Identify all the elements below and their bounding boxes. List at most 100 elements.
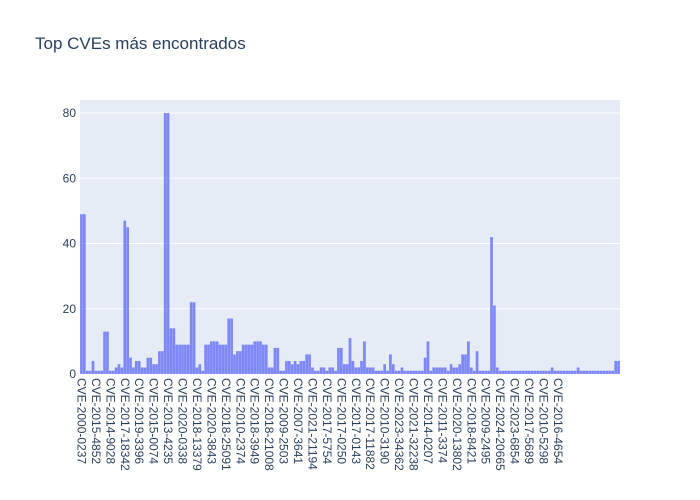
bar[interactable]: [236, 351, 239, 374]
bar[interactable]: [455, 367, 459, 374]
bar[interactable]: [256, 341, 259, 374]
bar[interactable]: [403, 370, 407, 374]
bar[interactable]: [316, 370, 320, 374]
bar[interactable]: [230, 318, 233, 374]
bar[interactable]: [146, 357, 150, 374]
bar[interactable]: [435, 367, 438, 374]
bar[interactable]: [114, 367, 118, 374]
bar[interactable]: [484, 370, 488, 374]
bar[interactable]: [204, 344, 207, 374]
bar[interactable]: [325, 370, 329, 374]
bar[interactable]: [576, 367, 580, 374]
bar[interactable]: [412, 370, 415, 374]
bar[interactable]: [334, 370, 337, 374]
bar[interactable]: [210, 341, 213, 374]
bar[interactable]: [464, 354, 467, 374]
bar[interactable]: [360, 360, 363, 374]
bar[interactable]: [221, 344, 225, 374]
bar[interactable]: [441, 367, 444, 374]
bar[interactable]: [282, 370, 285, 374]
bar[interactable]: [224, 344, 228, 374]
bar[interactable]: [140, 367, 144, 374]
bar[interactable]: [383, 364, 386, 374]
bar[interactable]: [158, 351, 161, 374]
bar[interactable]: [106, 331, 109, 374]
bar[interactable]: [354, 367, 358, 374]
bar[interactable]: [88, 370, 92, 374]
bar[interactable]: [530, 370, 534, 374]
bar[interactable]: [377, 370, 381, 374]
bar[interactable]: [394, 370, 398, 374]
bar[interactable]: [536, 370, 540, 374]
bar[interactable]: [542, 370, 545, 374]
bar[interactable]: [458, 364, 462, 374]
bar[interactable]: [337, 347, 340, 374]
bar[interactable]: [152, 364, 155, 374]
bar[interactable]: [351, 360, 355, 374]
bar[interactable]: [137, 360, 141, 374]
bar[interactable]: [290, 364, 294, 374]
bar[interactable]: [420, 370, 424, 374]
bar[interactable]: [443, 367, 447, 374]
bar[interactable]: [94, 370, 98, 374]
bar[interactable]: [429, 370, 433, 374]
bar[interactable]: [91, 360, 95, 374]
bar[interactable]: [611, 370, 615, 374]
bar[interactable]: [319, 367, 323, 374]
bar[interactable]: [85, 370, 89, 374]
bar[interactable]: [299, 360, 303, 374]
bar[interactable]: [409, 370, 412, 374]
bar[interactable]: [181, 344, 184, 374]
bar[interactable]: [591, 370, 594, 374]
bar[interactable]: [97, 370, 101, 374]
bar[interactable]: [80, 214, 83, 374]
bar[interactable]: [207, 344, 210, 374]
bar[interactable]: [493, 305, 496, 375]
bar[interactable]: [305, 354, 309, 374]
bar[interactable]: [322, 367, 326, 374]
bar[interactable]: [556, 370, 560, 374]
bar[interactable]: [524, 370, 528, 374]
bar[interactable]: [186, 344, 190, 374]
bar[interactable]: [314, 370, 317, 374]
bar[interactable]: [614, 360, 618, 374]
bar[interactable]: [331, 367, 335, 374]
bar[interactable]: [273, 347, 277, 374]
bar[interactable]: [547, 370, 551, 374]
bar[interactable]: [82, 214, 86, 374]
bar[interactable]: [267, 367, 271, 374]
bar[interactable]: [184, 344, 187, 374]
bar[interactable]: [400, 367, 404, 374]
bar[interactable]: [426, 341, 430, 374]
bar[interactable]: [368, 367, 372, 374]
bar[interactable]: [345, 364, 349, 374]
bar[interactable]: [302, 360, 306, 374]
bar[interactable]: [348, 338, 352, 374]
bar[interactable]: [519, 370, 522, 374]
bar[interactable]: [296, 364, 300, 374]
bar[interactable]: [149, 357, 153, 374]
bar[interactable]: [100, 370, 104, 374]
bar[interactable]: [432, 367, 436, 374]
bar[interactable]: [241, 344, 245, 374]
bar[interactable]: [495, 367, 499, 374]
bar[interactable]: [308, 354, 311, 374]
bar[interactable]: [602, 370, 606, 374]
bar[interactable]: [192, 302, 196, 374]
bar[interactable]: [521, 370, 525, 374]
bar[interactable]: [423, 357, 427, 374]
bar[interactable]: [446, 370, 450, 374]
bar[interactable]: [501, 370, 505, 374]
bar[interactable]: [504, 370, 508, 374]
bar[interactable]: [533, 370, 537, 374]
bar[interactable]: [169, 328, 173, 374]
bar[interactable]: [469, 367, 473, 374]
bar[interactable]: [288, 360, 291, 374]
bar[interactable]: [163, 113, 167, 375]
bar[interactable]: [562, 370, 566, 374]
bar[interactable]: [195, 367, 199, 374]
bar[interactable]: [227, 318, 231, 374]
bar[interactable]: [342, 364, 346, 374]
bar[interactable]: [550, 367, 554, 374]
bar[interactable]: [380, 370, 384, 374]
